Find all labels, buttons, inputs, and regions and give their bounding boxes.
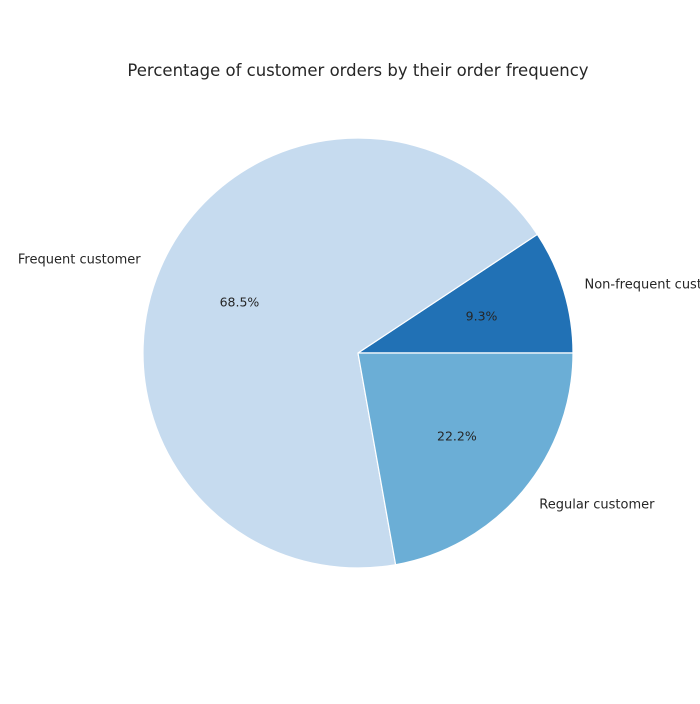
slice-label-frequent-customer: Frequent customer bbox=[18, 252, 141, 267]
slice-label-non-frequent-customer: Non-frequent customer bbox=[584, 277, 700, 292]
pct-label-regular-customer: 22.2% bbox=[437, 428, 477, 443]
chart-title: Percentage of customer orders by their o… bbox=[127, 61, 588, 80]
pie-slice-labels: Non-frequent customer Frequent customer Re… bbox=[18, 252, 700, 512]
pie-slice-non-frequent-customer bbox=[357, 233, 574, 354]
pct-label-frequent-customer: 68.5% bbox=[220, 295, 260, 310]
pie-slice-frequent-customer bbox=[142, 137, 538, 569]
pie-slice-regular-customer bbox=[357, 352, 574, 566]
pct-label-non-frequent-customer: 9.3% bbox=[466, 308, 498, 323]
pie-slices bbox=[142, 137, 574, 569]
pie-percent-labels: 9.3% 68.5% 22.2% bbox=[220, 295, 498, 444]
slice-label-regular-customer: Regular customer bbox=[539, 497, 655, 512]
